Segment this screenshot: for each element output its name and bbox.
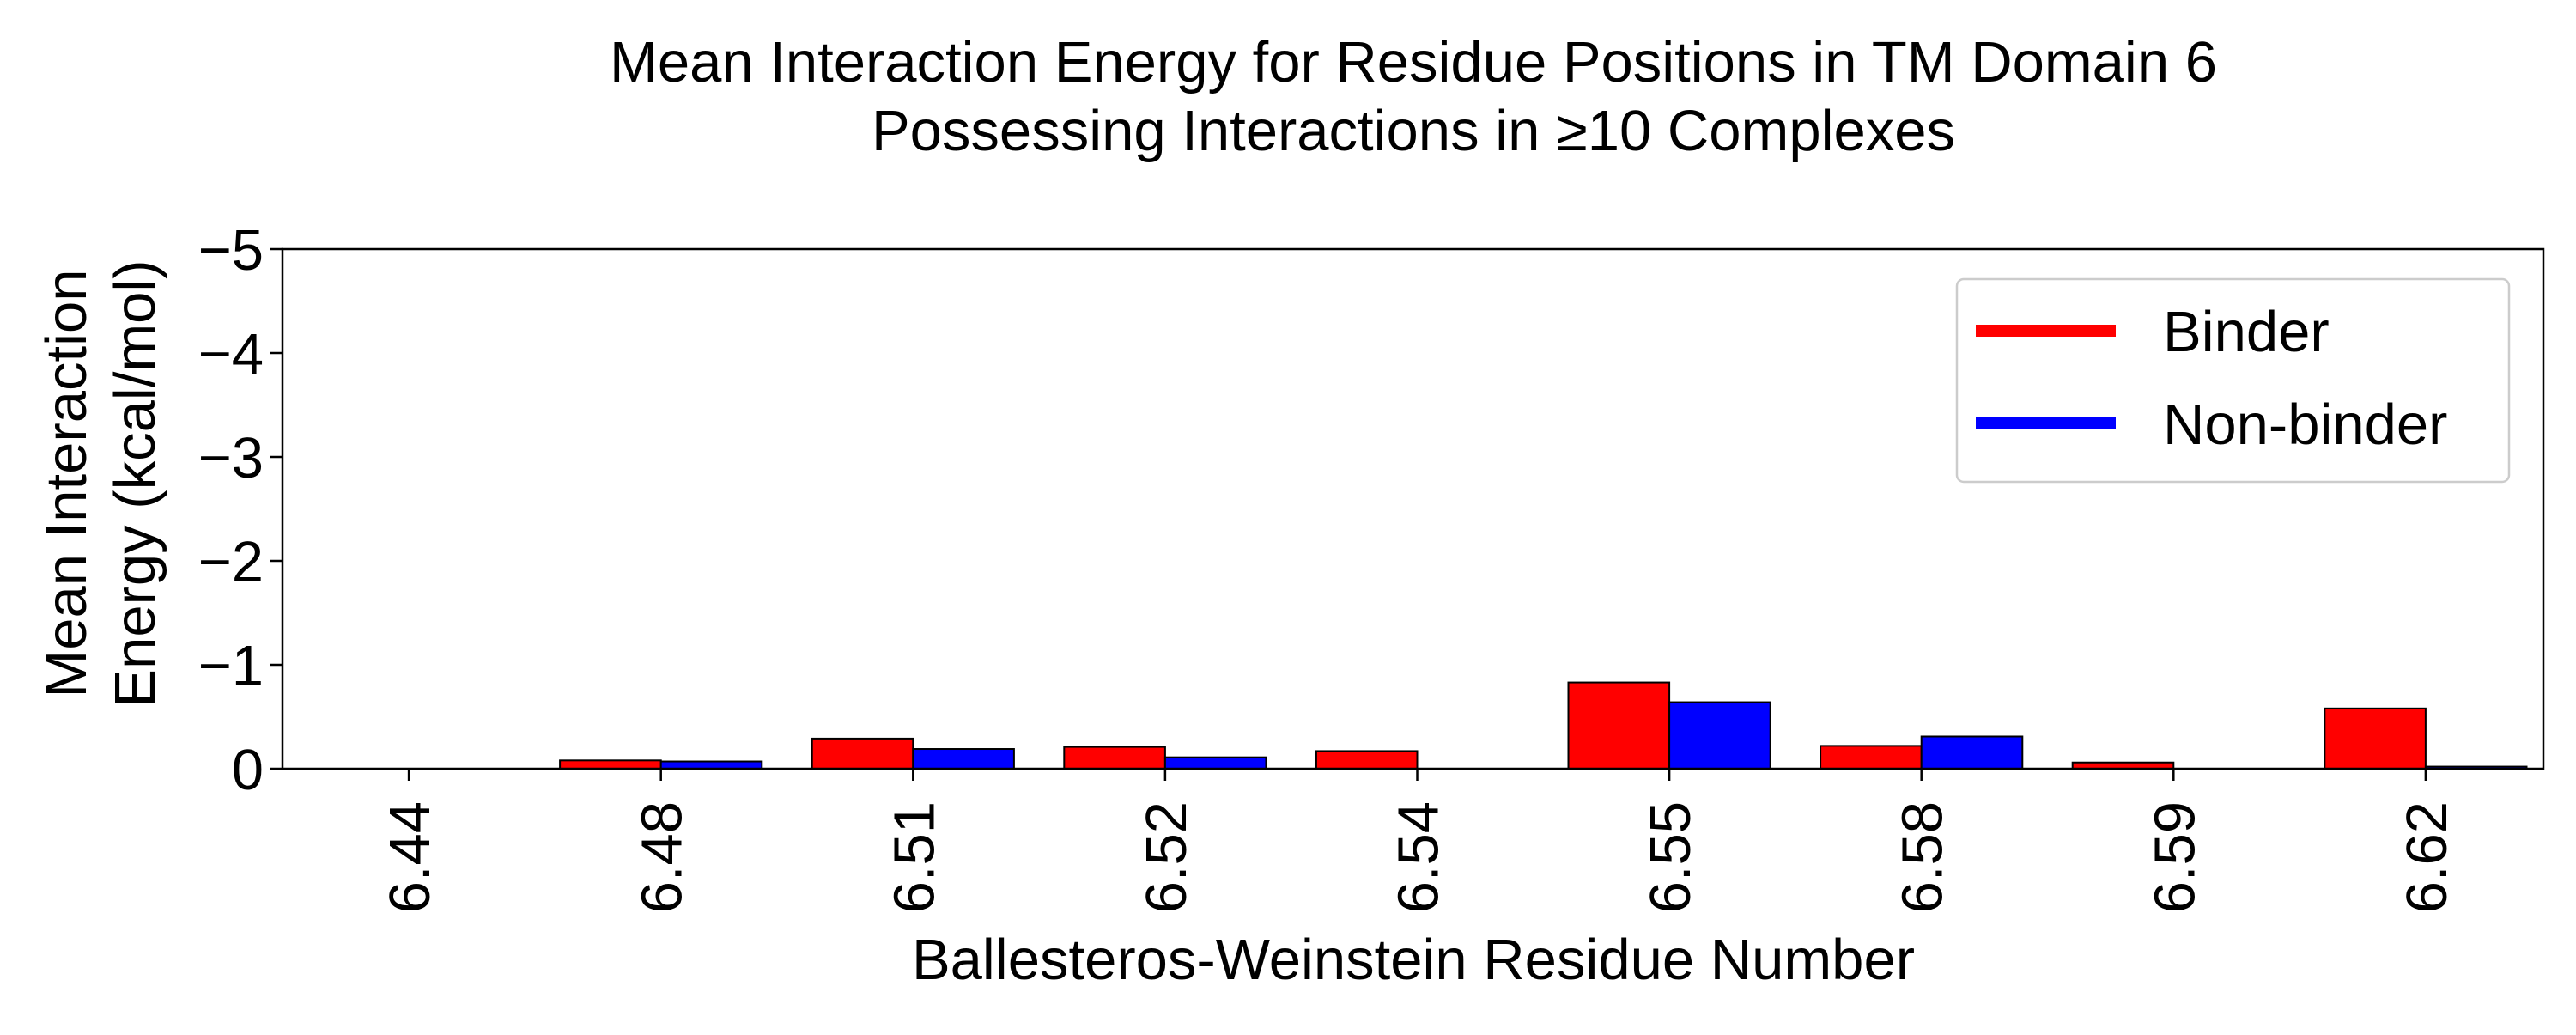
bar-binder-6-58 (1820, 745, 1923, 770)
y-tick-label: −5 (198, 218, 264, 283)
y-tick-label: −3 (198, 426, 264, 490)
chart-title-line-2: Possessing Interactions in ≥10 Complexes (872, 99, 1955, 163)
x-tick-label: 6.44 (378, 801, 442, 913)
y-tick-label: 0 (232, 738, 264, 802)
x-tick-label: 6.55 (1638, 801, 1703, 913)
bar-binder-6-51 (811, 737, 914, 770)
y-tick-label: −4 (198, 322, 264, 387)
bar-binder-6-55 (1567, 681, 1671, 770)
x-tick-label: 6.54 (1387, 801, 1451, 913)
bar-non-binder-6-52 (1163, 756, 1267, 770)
y-tick-label: −1 (198, 634, 264, 698)
plot-frame (281, 247, 2545, 770)
bar-non-binder-6-55 (1668, 701, 1771, 770)
legend-label-binder: Binder (2163, 300, 2330, 364)
plot-area: 6.44 6.48 6.51 6.52 6.54 6.55 6.58 6.59 6.62 0 −1 −… (198, 218, 2545, 913)
legend-label-non-binder: Non-binder (2163, 393, 2447, 457)
bar-binder-6-62 (2324, 707, 2427, 770)
bar-binder-6-48 (559, 759, 662, 770)
legend: Binder Non-binder (1955, 277, 2511, 484)
x-tick-label: 6.62 (2395, 801, 2459, 913)
bar-non-binder-6-48 (659, 760, 763, 770)
bar-non-binder-6-58 (1920, 735, 2024, 770)
x-axis-label: Ballesteros-Weinstein Residue Number (912, 928, 1915, 992)
bar-binder-6-54 (1315, 750, 1419, 770)
y-axis-label-line-2: Energy (kcal/mol) (103, 259, 167, 707)
y-axis-label-line-1: Mean Interaction (34, 269, 99, 697)
x-tick-label: 6.52 (1134, 801, 1199, 913)
x-tick-label: 6.58 (1891, 801, 1955, 913)
y-tick-label: −2 (198, 530, 264, 594)
x-tick-label: 6.51 (882, 801, 946, 913)
x-tick-label: 6.48 (630, 801, 695, 913)
x-tick-label: 6.59 (2142, 801, 2207, 913)
bar-non-binder-6-51 (912, 748, 1015, 770)
chart-title-line-1: Mean Interaction Energy for Residue Posi… (610, 30, 2217, 94)
bar-binder-6-52 (1063, 746, 1166, 770)
